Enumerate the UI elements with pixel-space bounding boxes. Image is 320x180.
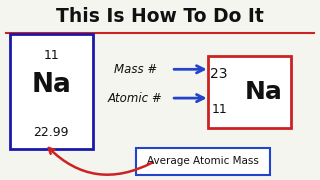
Text: Atomic #: Atomic # <box>107 92 162 105</box>
FancyBboxPatch shape <box>136 148 270 175</box>
Text: 22.99: 22.99 <box>34 126 69 139</box>
Text: Na: Na <box>31 72 71 98</box>
Text: 23: 23 <box>211 67 228 81</box>
Text: This Is How To Do It: This Is How To Do It <box>56 7 264 26</box>
Text: Na: Na <box>244 80 282 104</box>
Text: 11: 11 <box>211 103 227 116</box>
FancyBboxPatch shape <box>10 34 93 149</box>
FancyBboxPatch shape <box>208 56 291 128</box>
Text: 11: 11 <box>43 49 59 62</box>
Text: Average Atomic Mass: Average Atomic Mass <box>147 156 259 166</box>
Text: Mass #: Mass # <box>114 63 157 76</box>
